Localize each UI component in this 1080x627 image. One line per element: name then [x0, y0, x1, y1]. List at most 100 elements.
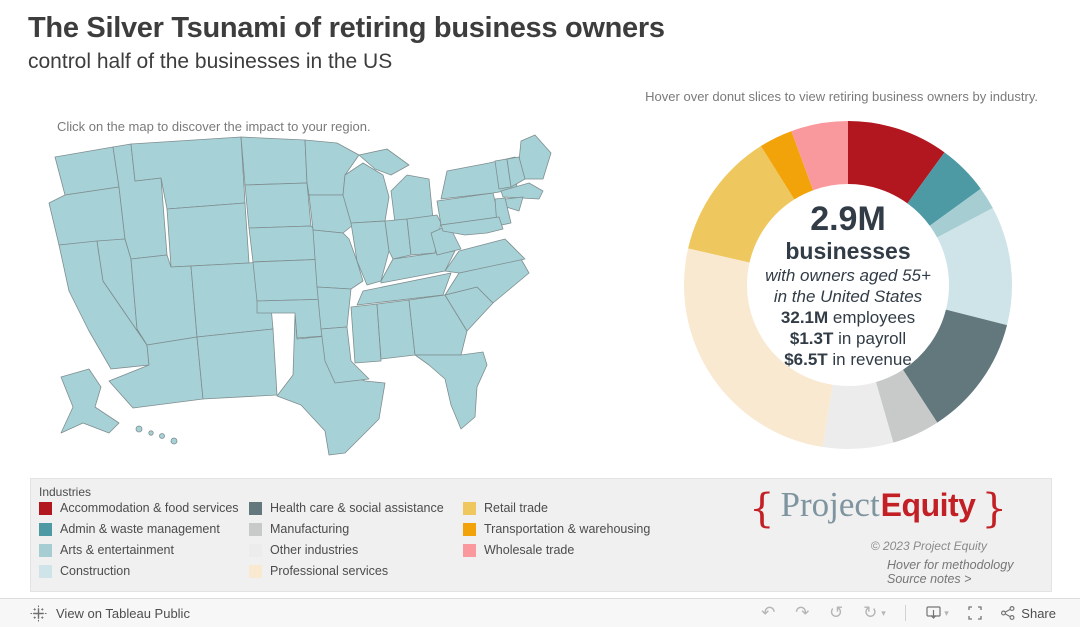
- donut-center-note-1: with owners aged 55+: [765, 266, 931, 285]
- legend-item-accommodation-food-services[interactable]: Accommodation & food services: [39, 501, 249, 515]
- donut-slice-other-industries[interactable]: [822, 382, 894, 450]
- logo-close-brace: }: [981, 486, 1007, 532]
- redo-icon: ↷: [795, 602, 810, 623]
- state-or[interactable]: [48, 186, 126, 246]
- state-in[interactable]: [384, 218, 412, 260]
- state-hi[interactable]: [135, 425, 143, 433]
- view-on-tableau-public-link[interactable]: View on Tableau Public: [56, 605, 190, 621]
- source-notes-link[interactable]: Source notes >: [887, 572, 972, 586]
- donut-center-stat-employees: 32.1M employees: [780, 308, 916, 327]
- state-nd[interactable]: [240, 136, 308, 186]
- state-hi[interactable]: [159, 433, 165, 439]
- download-button[interactable]: [916, 601, 950, 625]
- state-ak[interactable]: [60, 368, 120, 434]
- undo-icon: ↶: [761, 602, 776, 623]
- revert-icon: ↺: [829, 602, 844, 623]
- legend-item-wholesale-trade[interactable]: Wholesale trade: [463, 543, 693, 557]
- legend-item-construction[interactable]: Construction: [39, 564, 249, 578]
- legend-column: Health care & social assistance Manufactu…: [249, 501, 463, 578]
- legend-item-retail-trade[interactable]: Retail trade: [463, 501, 693, 515]
- legend-label: Manufacturing: [270, 522, 350, 536]
- legend-column: Accommodation & food services Admin & was…: [39, 501, 249, 578]
- redo-button[interactable]: ↷: [785, 601, 819, 625]
- legend-label: Professional services: [270, 564, 389, 578]
- state-md[interactable]: [440, 216, 504, 236]
- legend-swatch-retail-trade: [463, 501, 476, 515]
- state-la[interactable]: [320, 326, 370, 384]
- legend-item-professional-services[interactable]: Professional services: [249, 564, 463, 578]
- state-sd[interactable]: [244, 182, 312, 229]
- donut-center-stat-payroll: $1.3T in payroll: [789, 329, 907, 348]
- logo-word-project: Project: [780, 485, 880, 524]
- state-mi-upper[interactable]: [358, 148, 410, 176]
- donut-slice-accommodation-food-services[interactable]: [848, 121, 945, 204]
- donut-slice-admin-waste-management[interactable]: [907, 152, 981, 226]
- state-ar[interactable]: [316, 286, 352, 330]
- download-caret-icon[interactable]: ▾: [944, 607, 949, 618]
- refresh-button[interactable]: ↻: [853, 601, 887, 625]
- state-ut[interactable]: [130, 254, 198, 346]
- legend-item-other-industries[interactable]: Other industries: [249, 543, 463, 557]
- legend-item-health-care-social-assistance[interactable]: Health care & social assistance: [249, 501, 463, 515]
- donut-slice-arts-entertainment[interactable]: [929, 188, 993, 238]
- legend-swatch-wholesale-trade: [463, 543, 476, 557]
- legend-items: Accommodation & food services Admin & was…: [39, 501, 693, 578]
- industries-legend-panel: Industries Accommodation & food services…: [30, 478, 1052, 592]
- page-title: The Silver Tsunami of retiring business …: [28, 12, 665, 44]
- copyright-text: © 2023 Project Equity: [870, 539, 987, 553]
- legend-column: Retail trade Transportation & warehousing…: [463, 501, 693, 578]
- state-hi[interactable]: [170, 437, 178, 445]
- donut-center-stat-revenue: $6.5T in revenue: [784, 350, 912, 369]
- toolbar-right: ↶ ↷ ↺ ↻ ▾ ▾: [751, 601, 1056, 625]
- industry-donut-chart[interactable]: [680, 117, 1016, 453]
- donut-slice-manufacturing[interactable]: [875, 369, 938, 443]
- state-ms[interactable]: [350, 303, 382, 364]
- refresh-caret-icon[interactable]: ▾: [881, 607, 886, 618]
- donut-slice-professional-services[interactable]: [684, 248, 833, 448]
- state-wy[interactable]: [166, 202, 250, 268]
- donut-slice-construction[interactable]: [937, 207, 1013, 326]
- state-wi[interactable]: [342, 162, 390, 224]
- page-subtitle: control half of the businesses in the US: [28, 50, 393, 73]
- undo-button[interactable]: ↶: [751, 601, 785, 625]
- donut-slice-health-care-social-assistance[interactable]: [902, 309, 1008, 423]
- state-fl[interactable]: [414, 351, 488, 430]
- legend-swatch-transportation-warehousing: [463, 522, 476, 536]
- state-me[interactable]: [518, 134, 552, 180]
- state-wa[interactable]: [54, 146, 120, 196]
- state-ga[interactable]: [408, 294, 468, 356]
- state-va[interactable]: [444, 238, 526, 274]
- fullscreen-icon: [968, 606, 982, 620]
- legend-item-manufacturing[interactable]: Manufacturing: [249, 522, 463, 536]
- legend-item-transportation-warehousing[interactable]: Transportation & warehousing: [463, 522, 693, 536]
- legend-label: Health care & social assistance: [270, 501, 444, 515]
- donut-center-label: 2.9M businesses with owners aged 55+ in …: [728, 201, 968, 370]
- state-nh[interactable]: [506, 156, 526, 188]
- logo-word-equity: Equity: [880, 487, 976, 523]
- donut-slice-transportation-warehousing[interactable]: [760, 131, 814, 200]
- legend-label: Arts & entertainment: [60, 543, 174, 557]
- legend-label: Transportation & warehousing: [484, 522, 651, 536]
- legend-item-admin-waste-management[interactable]: Admin & waste management: [39, 522, 249, 536]
- methodology-link[interactable]: Hover for methodology: [887, 558, 1014, 572]
- donut-slice-retail-trade[interactable]: [688, 146, 795, 263]
- download-icon: [926, 606, 941, 619]
- project-equity-logo: {ProjectEquity}: [743, 485, 1013, 532]
- legend-swatch-other-industries: [249, 543, 262, 557]
- us-choropleth-map[interactable]: [45, 133, 625, 463]
- share-label: Share: [1021, 605, 1056, 621]
- legend-swatch-professional-services: [249, 564, 262, 578]
- state-nm[interactable]: [196, 328, 278, 400]
- fullscreen-button[interactable]: [958, 601, 992, 625]
- donut-slice-wholesale-trade[interactable]: [791, 121, 848, 191]
- revert-button[interactable]: ↺: [819, 601, 853, 625]
- share-button[interactable]: Share: [1000, 601, 1056, 625]
- legend-item-arts-entertainment[interactable]: Arts & entertainment: [39, 543, 249, 557]
- state-ma[interactable]: [500, 182, 544, 200]
- legend-swatch-accommodation-food-services: [39, 501, 52, 515]
- donut-center-unit: businesses: [785, 238, 911, 264]
- state-mi[interactable]: [390, 174, 434, 224]
- state-hi[interactable]: [148, 430, 154, 436]
- state-al[interactable]: [376, 299, 416, 360]
